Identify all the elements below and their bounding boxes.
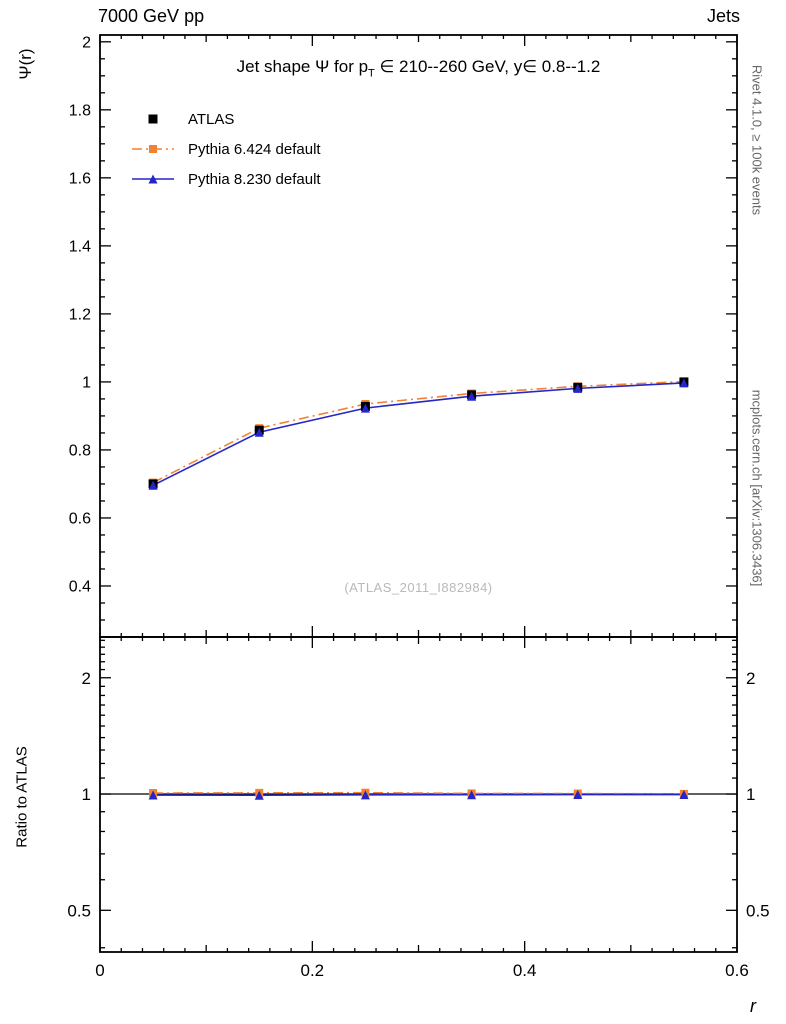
svg-text:0.4: 0.4 <box>513 961 537 980</box>
svg-text:0.6: 0.6 <box>69 510 91 527</box>
svg-text:0.8: 0.8 <box>69 442 91 459</box>
pythia8-line-marker-icon <box>132 174 174 184</box>
svg-text:1.4: 1.4 <box>69 238 91 255</box>
legend-label-atlas: ATLAS <box>188 110 235 128</box>
legend-item-atlas: ATLAS <box>130 104 321 134</box>
svg-text:1: 1 <box>82 374 91 391</box>
x-axis-label: r <box>750 996 756 1016</box>
atlas-data-marker-icon <box>148 114 158 124</box>
svg-text:1.2: 1.2 <box>69 306 91 323</box>
svg-text:0.2: 0.2 <box>301 961 325 980</box>
svg-text:1: 1 <box>82 785 91 804</box>
svg-text:0.6: 0.6 <box>725 961 749 980</box>
plot-title-suffix: ∈ 210--260 GeV, y∈ 0.8--1.2 <box>374 57 601 76</box>
svg-text:0: 0 <box>95 961 104 980</box>
pythia6-line-marker-icon <box>132 145 174 153</box>
plot-title-subscript: T <box>368 67 375 80</box>
legend: ATLAS Pythia 6.424 default Pythia 8.230 … <box>130 104 321 194</box>
legend-label-pythia6: Pythia 6.424 default <box>188 140 321 158</box>
plot-title-prefix: Jet shape Ψ for p <box>236 57 369 76</box>
legend-item-pythia8: Pythia 8.230 default <box>130 164 321 194</box>
beam-energy-header: 7000 GeV pp <box>98 6 205 26</box>
analysis-id-watermark: (ATLAS_2011_I882984) <box>344 580 493 595</box>
mcplots-arxiv-note: mcplots.cern.ch [arXiv:1306.3436] <box>749 389 765 587</box>
svg-text:2: 2 <box>746 669 755 688</box>
rivet-version-note: Rivet 4.1.0, ≥ 100k events <box>749 64 765 216</box>
svg-text:0.4: 0.4 <box>69 578 91 595</box>
legend-label-pythia8: Pythia 8.230 default <box>188 170 321 188</box>
plot-title: Jet shape Ψ for pT ∈ 210--260 GeV, y∈ 0.… <box>100 57 737 79</box>
svg-text:0.5: 0.5 <box>746 901 770 920</box>
svg-text:0.5: 0.5 <box>67 901 91 920</box>
svg-text:1.6: 1.6 <box>69 170 91 187</box>
svg-text:2: 2 <box>82 34 91 51</box>
y-axis-label: Ψ(r) <box>16 48 35 80</box>
svg-text:2: 2 <box>82 669 91 688</box>
svg-text:1: 1 <box>746 785 755 804</box>
legend-item-pythia6: Pythia 6.424 default <box>130 134 321 164</box>
svg-text:1.8: 1.8 <box>69 102 91 119</box>
analysis-group-header: Jets <box>706 6 740 26</box>
ratio-axis-label: Ratio to ATLAS <box>13 746 31 848</box>
